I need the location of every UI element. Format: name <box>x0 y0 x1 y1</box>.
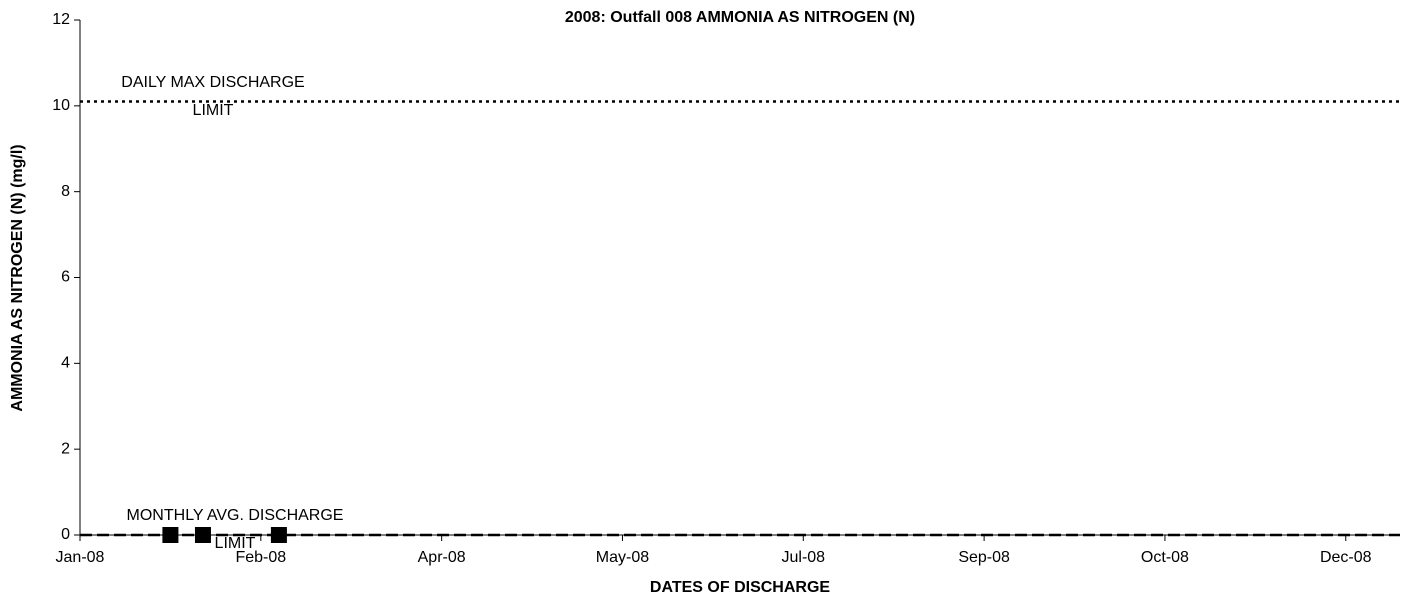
x-tick-label: Sep-08 <box>958 549 1010 566</box>
x-tick-label: Oct-08 <box>1141 549 1189 566</box>
y-tick-label: 10 <box>52 97 70 114</box>
data-point <box>270 527 287 543</box>
limit-label: DAILY MAX DISCHARGE <box>121 74 304 91</box>
y-tick-label: 12 <box>52 11 70 28</box>
x-axis-label: DATES OF DISCHARGE <box>650 579 830 596</box>
x-tick-label: Jul-08 <box>781 549 825 566</box>
limit-label: LIMIT <box>193 102 234 119</box>
x-tick-label: Dec-08 <box>1320 549 1372 566</box>
y-tick-label: 0 <box>61 526 70 543</box>
limit-label: MONTHLY AVG. DISCHARGE <box>127 507 344 524</box>
x-tick-label: Feb-08 <box>235 549 286 566</box>
limit-label: LIMIT <box>215 535 256 552</box>
data-point <box>162 527 179 543</box>
y-tick-label: 2 <box>61 440 70 457</box>
y-tick-label: 6 <box>61 269 70 286</box>
y-tick-label: 8 <box>61 183 70 200</box>
x-tick-label: May-08 <box>596 549 649 566</box>
y-tick-label: 4 <box>61 355 70 372</box>
x-tick-label: Jan-08 <box>56 549 105 566</box>
y-axis-label: AMMONIA AS NITROGEN (N) (mg/l) <box>9 144 26 411</box>
chart-title: 2008: Outfall 008 AMMONIA AS NITROGEN (N… <box>565 9 915 26</box>
x-tick-label: Apr-08 <box>418 549 466 566</box>
data-point <box>194 527 211 543</box>
